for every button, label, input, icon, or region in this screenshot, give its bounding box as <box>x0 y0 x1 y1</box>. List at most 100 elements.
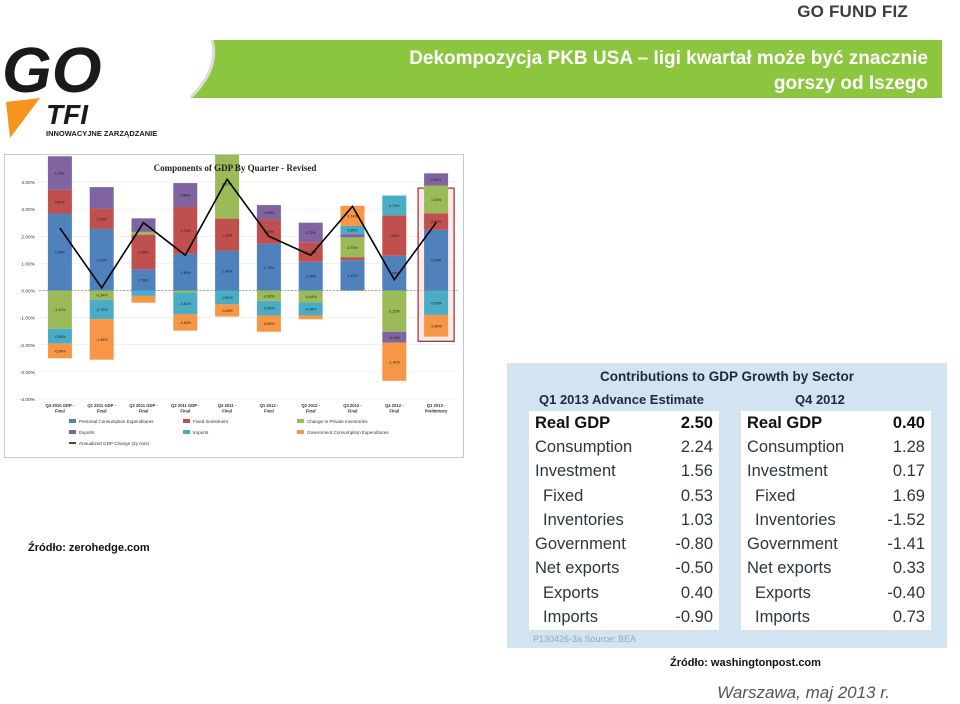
chart-canvas: 4.00% 3.00% 2.00% 1.00% 0.00% -1.00% -2.00% -3.… <box>20 155 457 446</box>
bar-segment <box>131 269 156 291</box>
bar-segment <box>47 290 72 329</box>
bar-segment-label: 1.03% <box>431 198 442 202</box>
bar-segment <box>298 302 323 316</box>
table-row: Inventories 1.03 <box>529 508 719 532</box>
row-value: -0.50 <box>675 559 713 578</box>
bar-segment-label: -0.34% <box>96 294 108 298</box>
row-value: 0.53 <box>680 486 713 505</box>
y-tick-label: -2.00% <box>20 343 36 349</box>
row-value: -0.90 <box>675 608 713 627</box>
chart-title: Components of GDP By Quarter - Revised <box>153 163 317 173</box>
legend-label: Exports <box>79 430 95 435</box>
row-label: Net exports <box>535 559 620 578</box>
page-title-line-2: gorszy od Iszego <box>773 73 928 94</box>
bar-segment-label: -1.41% <box>54 308 66 312</box>
page-title-line-1: Dekompozycja PKB USA – Iigi kwartał może… <box>409 48 928 69</box>
bar-segment <box>173 206 198 254</box>
bar-segment <box>340 205 365 226</box>
title-banner <box>190 39 942 100</box>
row-label: Imports <box>543 608 599 627</box>
bar-segment <box>215 218 240 251</box>
logo-tagline: INNOWACYJNE ZARZĄDZANIE <box>46 129 157 138</box>
bar-segment <box>131 231 156 235</box>
x-tick-label: Final <box>139 409 149 414</box>
row-label: Government <box>747 535 838 554</box>
table-row: Imports 0.73 <box>741 605 931 629</box>
legend-label: Annualized GDP Change (2y Axis) <box>79 441 150 446</box>
bar-segment <box>89 299 114 320</box>
legend-swatch <box>183 430 190 434</box>
row-value: -0.40 <box>887 583 925 602</box>
bar-segment-label: 1.49% <box>389 234 400 238</box>
x-tick-label: Final <box>348 409 358 414</box>
legend-label: Personal Consumption Expenditures <box>79 419 154 424</box>
bar-segment-label: 2.27% <box>97 258 108 262</box>
bar-segment-label: 0.72% <box>306 231 317 235</box>
x-tick-label: Q4 2012 - <box>385 403 404 408</box>
legend-label: Imports <box>193 430 209 435</box>
x-tick-label: Final <box>306 409 316 414</box>
row-value: -0.80 <box>675 535 713 554</box>
bar-segment <box>47 156 72 190</box>
bar-segment <box>131 290 156 296</box>
bar-segment-label: 1.73% <box>180 229 191 233</box>
table-row: Government -0.80 <box>529 532 719 556</box>
bar-segment <box>256 300 281 316</box>
x-tick-label: Q1 2012 - <box>260 403 279 408</box>
brand-name: GO FUND FIZ <box>797 2 908 21</box>
bar-segment <box>340 257 365 261</box>
row-value: 1.56 <box>680 462 713 481</box>
bar-segment-label: -0.48% <box>305 308 317 312</box>
x-tick-label: Q1 2013 - <box>427 403 446 408</box>
bar-segment <box>215 250 240 291</box>
row-value: 2.50 <box>680 413 713 432</box>
x-tick-label: Q4 2011 - <box>218 403 237 408</box>
x-tick-label: Final <box>264 409 274 414</box>
bar-segment-label: 0.73% <box>389 204 400 208</box>
y-tick-label: -1.00% <box>20 316 36 322</box>
row-value: 0.40 <box>892 413 925 432</box>
table-row: Government -1.41 <box>741 532 931 556</box>
table-row: Consumption 1.28 <box>741 435 931 459</box>
bar-segment-label: 1.46% <box>222 269 233 273</box>
table-row: Inventories -1.52 <box>741 508 931 532</box>
row-label: Fixed <box>755 486 796 505</box>
bar-segment <box>131 295 156 303</box>
bar-segment-label: 0.45% <box>431 178 442 182</box>
bar-segment <box>256 290 281 301</box>
bar-segment <box>131 234 156 270</box>
x-tick-label: Q2 2011 GDP - <box>129 403 158 408</box>
row-value: 2.24 <box>680 437 713 456</box>
x-tick-label: Final <box>389 409 399 414</box>
place-date-signature: Warszawa, maj 2013 r. <box>717 683 890 702</box>
x-tick-label: Q3 2012 - <box>343 403 362 408</box>
y-tick-label: 3.00% <box>21 207 35 213</box>
row-label: Exports <box>543 583 599 602</box>
bar-segment <box>47 328 72 344</box>
bar-segment-label: 1.19% <box>222 233 233 237</box>
legend-label: Change In Private Inventories <box>307 419 368 424</box>
row-value: 1.03 <box>680 510 713 529</box>
row-label: Inventories <box>543 510 624 529</box>
right-column: Real GDP 0.40 Consumption 1.28 Investment 0.1… <box>741 411 931 630</box>
table-row: Investment 0.17 <box>741 460 931 484</box>
row-value: -1.52 <box>887 510 925 529</box>
x-tick-label: Final <box>180 409 190 414</box>
x-tick-label: Final <box>55 409 65 414</box>
bar-segment-label: -0.44% <box>305 295 317 299</box>
bar-segment-label: 0.72% <box>306 251 317 255</box>
bar-segment <box>256 315 281 332</box>
table-footnote: P130426-3a Source: BEA <box>533 634 637 644</box>
bar-segment <box>298 315 323 320</box>
bar-segment-label: 1.35% <box>180 271 191 275</box>
bar-segment <box>89 228 114 291</box>
row-value: 0.73 <box>892 608 925 627</box>
row-value: 0.33 <box>892 559 925 578</box>
row-label: Imports <box>755 608 811 627</box>
y-tick-label: 1.00% <box>21 261 35 267</box>
row-value: 0.17 <box>892 462 925 481</box>
bar-segment-label: 2.24% <box>431 259 442 263</box>
row-label: Consumption <box>747 437 845 456</box>
bar-segment-label: -0.54% <box>263 307 275 311</box>
legend-swatch <box>69 419 76 423</box>
